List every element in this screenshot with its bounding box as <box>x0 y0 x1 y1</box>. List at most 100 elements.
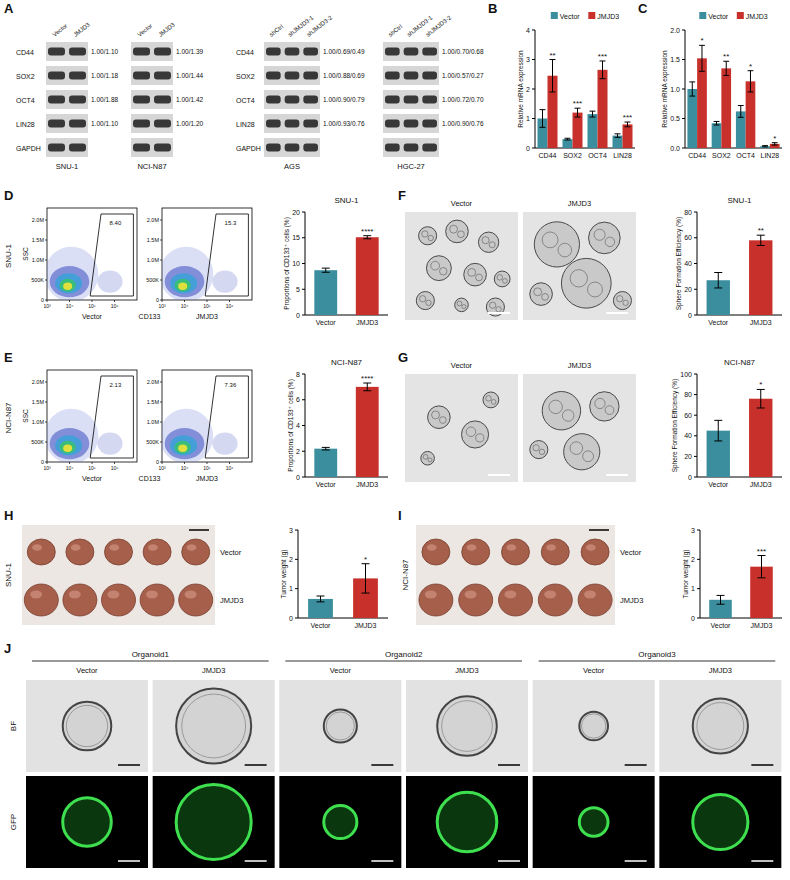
sphere-cell <box>440 268 447 275</box>
significance: *** <box>598 52 607 61</box>
y-tick-label: 15 <box>292 234 300 241</box>
tumor <box>102 584 136 616</box>
y-tick-label: 1.5M <box>32 399 45 405</box>
y-tick <box>302 263 305 264</box>
tumor-highlight <box>506 544 516 551</box>
legend-label: JMJD3 <box>746 13 768 20</box>
y-tick-label: 4 <box>296 422 300 429</box>
sphere-cell <box>594 229 605 240</box>
density-contour <box>212 433 237 455</box>
x-tick-label: Vector <box>311 622 332 629</box>
legend: VectorJMJD3 <box>699 12 767 20</box>
protein-label: LIN28 <box>236 121 255 128</box>
band-ratio: 1.00/0.90/0.79 <box>323 96 365 103</box>
density <box>162 409 238 462</box>
y-tick-label: 1 <box>289 585 293 592</box>
error-cap <box>625 126 631 127</box>
sphere-cell <box>490 302 496 308</box>
error-cap <box>540 109 546 110</box>
significance: *** <box>623 113 632 122</box>
y-tick-label: 3 <box>526 56 530 63</box>
tumor <box>27 539 55 565</box>
sphere-cell <box>462 305 466 309</box>
error-line <box>750 71 751 92</box>
error-bar <box>717 595 725 604</box>
error-cap <box>615 137 621 138</box>
plot-label: Vector <box>82 313 103 320</box>
significance: **** <box>361 374 373 383</box>
significance: * <box>700 36 703 45</box>
blot-band <box>422 48 437 56</box>
blot-band <box>69 144 86 152</box>
y-tick <box>45 220 47 221</box>
chart-title: NCI-N87 <box>331 358 363 367</box>
error-bar <box>714 273 722 288</box>
density <box>47 247 123 300</box>
group-rule <box>32 661 269 662</box>
blot-band <box>48 120 65 128</box>
photo-background <box>416 525 615 625</box>
blot-strip <box>264 42 320 61</box>
x-tick <box>207 462 208 464</box>
sphere-cell <box>617 296 623 302</box>
error-cap <box>322 447 330 448</box>
density-contour <box>97 271 122 293</box>
image-background <box>153 680 275 772</box>
y-tick-label: 2.0M <box>147 379 160 385</box>
flow-plot: 7.360500K1.0M1.5M2.0M10³10⁴10⁵10⁶JMJD3 <box>146 370 252 482</box>
protein-label: CD44 <box>16 49 34 56</box>
significance: *** <box>757 547 766 556</box>
scale-bar <box>189 529 209 531</box>
x-tick <box>229 300 230 302</box>
panel-letter: I <box>398 508 402 523</box>
chart-title: NCI-N87 <box>724 358 756 367</box>
legend-label: Vector <box>560 13 581 20</box>
blot-band <box>303 120 318 128</box>
x-tick-label: CD44 <box>539 152 557 159</box>
y-tick-label: 1.5M <box>147 399 160 405</box>
error-line <box>542 110 543 128</box>
plot-label: Vector <box>82 475 103 482</box>
y-tick-label: 1.5M <box>147 237 160 243</box>
tumor <box>502 539 530 565</box>
sphere <box>478 232 498 252</box>
blot-strip <box>383 66 439 85</box>
bar <box>308 599 333 618</box>
density-contour <box>97 433 122 455</box>
error-bar <box>738 106 744 118</box>
blot-band <box>404 120 419 128</box>
legend-swatch <box>551 12 558 19</box>
y-tick-label: 80 <box>684 209 692 216</box>
y-tick-label: 0 <box>296 312 300 319</box>
x-tick-label: 10⁶ <box>226 465 234 471</box>
micrograph: Vector <box>405 361 518 482</box>
blot-band <box>69 72 86 80</box>
sphere-cell <box>605 406 614 415</box>
error-bar <box>748 71 754 92</box>
brightfield-image <box>533 680 655 772</box>
error-cap <box>758 577 766 578</box>
sphere-cell <box>491 400 496 405</box>
organoid <box>63 702 112 751</box>
organoid <box>437 696 497 756</box>
blot-strip <box>131 90 173 109</box>
tumor-highlight <box>69 590 81 598</box>
error-line <box>367 383 368 391</box>
legend-swatch <box>588 12 595 19</box>
blot-strip <box>264 90 320 109</box>
tumor-highlight <box>185 590 197 598</box>
error-cap <box>550 91 556 92</box>
blot-strip <box>383 114 439 133</box>
sphere-cell <box>570 442 583 455</box>
x-tick-label: 10⁵ <box>203 465 211 471</box>
tumor-photo: VectorJMJD3 <box>22 525 243 625</box>
error-line <box>761 556 762 578</box>
y-tick <box>45 260 47 261</box>
x-tick-label: OCT4 <box>588 152 607 159</box>
y-tick <box>532 89 535 90</box>
sphere-cell <box>489 242 495 248</box>
tumor-highlight <box>107 590 119 598</box>
blot-strip <box>264 114 320 133</box>
annotations: * <box>364 555 367 564</box>
error-cap <box>600 78 606 79</box>
